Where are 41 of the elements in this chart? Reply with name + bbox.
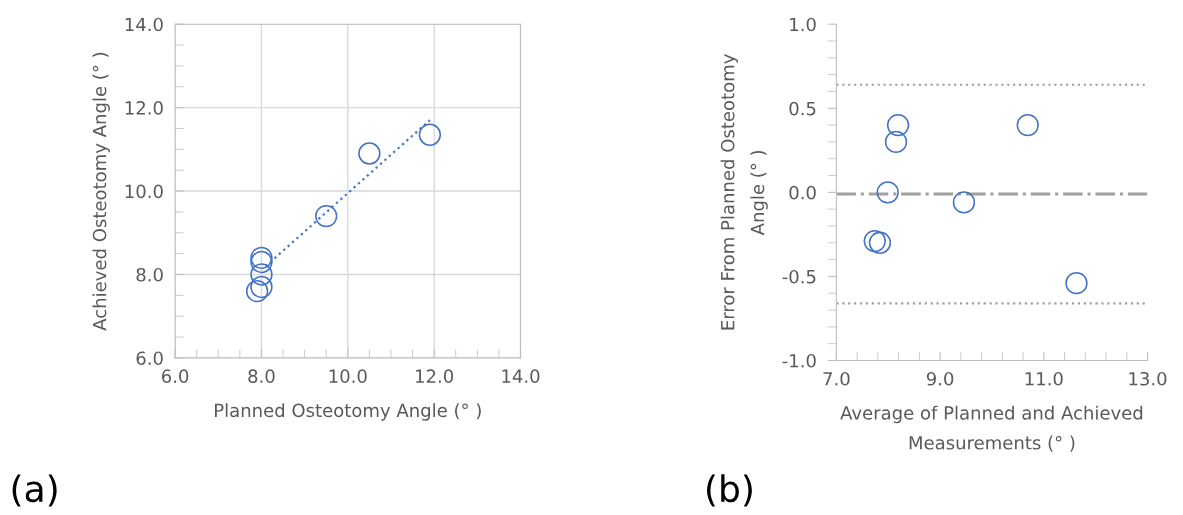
- x-tick-label: 11.0: [1025, 371, 1063, 386]
- y-tick-label: 14.0: [125, 17, 163, 32]
- y-tick-label: 0.5: [789, 101, 816, 116]
- y-tick-label: 8.0: [136, 267, 163, 282]
- text: (b): [706, 474, 752, 507]
- y-tick-label: -0.5: [782, 269, 816, 284]
- x-tick-label: 6.0: [161, 369, 189, 384]
- y-tick-label: 0.0: [789, 185, 816, 200]
- point: [250, 275, 273, 299]
- point: [868, 231, 892, 254]
- point: [250, 263, 273, 286]
- x-tick-label: 13.0: [1129, 371, 1167, 386]
- x-tick-label: 10.0: [329, 369, 367, 384]
- y-tick-label: 12.0: [125, 101, 163, 115]
- x-tick-label: 14.0: [502, 369, 540, 384]
- point: [1016, 113, 1039, 137]
- x-axis-title: Planned Osteotomy Angle (° ): [215, 403, 481, 421]
- y-tick-label: -1.0: [782, 353, 816, 368]
- point: [884, 130, 908, 154]
- x-axis-title: Average of Planned and Achieved Measurements (° ): [840, 405, 1143, 452]
- point: [876, 181, 899, 204]
- point: [952, 191, 976, 214]
- y-tick-label: 6.0: [136, 351, 163, 366]
- x-tick-label: 12.0: [416, 369, 454, 384]
- point: [315, 204, 338, 228]
- point: [863, 229, 886, 253]
- x-tick-label: 7.0: [823, 371, 850, 386]
- y-axis-title: Achieved Osteotomy Angle (° ): [92, 52, 110, 331]
- y-axis-title: Error From Planned Osteotomy Angle (° ): [720, 54, 768, 330]
- y-tick-label: 10.0: [125, 184, 163, 199]
- y-tick-label: 1.0: [790, 17, 816, 32]
- point: [358, 142, 381, 165]
- point: [886, 113, 910, 137]
- point: [250, 250, 273, 274]
- point: [1065, 271, 1088, 295]
- point: [250, 246, 273, 269]
- x-tick-label: 9.0: [926, 371, 954, 386]
- point: [418, 123, 442, 146]
- x-tick-label: 8.0: [248, 369, 275, 384]
- text: (a): [12, 474, 57, 507]
- point: [245, 279, 269, 303]
